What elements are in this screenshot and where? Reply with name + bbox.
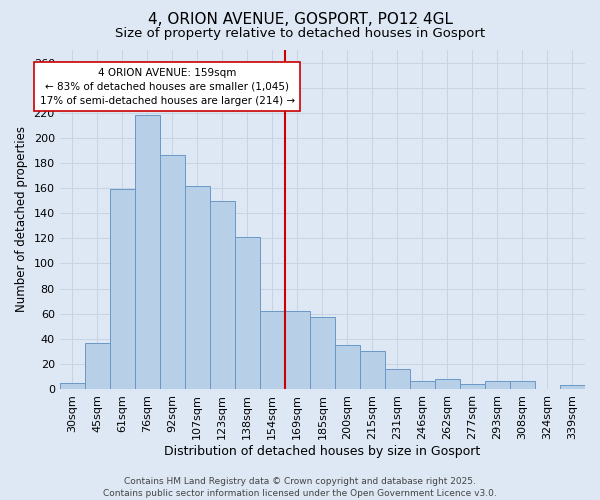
Bar — [260, 311, 285, 389]
Bar — [210, 200, 235, 389]
Text: Contains HM Land Registry data © Crown copyright and database right 2025.
Contai: Contains HM Land Registry data © Crown c… — [103, 476, 497, 498]
Y-axis label: Number of detached properties: Number of detached properties — [15, 126, 28, 312]
Bar — [185, 186, 210, 389]
Bar — [385, 369, 410, 389]
Text: 4, ORION AVENUE, GOSPORT, PO12 4GL: 4, ORION AVENUE, GOSPORT, PO12 4GL — [148, 12, 452, 28]
Bar — [410, 382, 435, 389]
Bar — [435, 379, 460, 389]
Bar — [360, 352, 385, 389]
Bar — [460, 384, 485, 389]
Bar — [285, 311, 310, 389]
Bar — [310, 318, 335, 389]
Bar — [59, 382, 85, 389]
Bar — [160, 156, 185, 389]
Bar — [110, 190, 135, 389]
Bar — [235, 237, 260, 389]
Text: 4 ORION AVENUE: 159sqm
← 83% of detached houses are smaller (1,045)
17% of semi-: 4 ORION AVENUE: 159sqm ← 83% of detached… — [40, 68, 295, 106]
Bar — [485, 382, 510, 389]
X-axis label: Distribution of detached houses by size in Gosport: Distribution of detached houses by size … — [164, 444, 481, 458]
Bar — [560, 385, 585, 389]
Text: Size of property relative to detached houses in Gosport: Size of property relative to detached ho… — [115, 28, 485, 40]
Bar — [510, 382, 535, 389]
Bar — [85, 342, 110, 389]
Bar — [335, 345, 360, 389]
Bar — [135, 116, 160, 389]
